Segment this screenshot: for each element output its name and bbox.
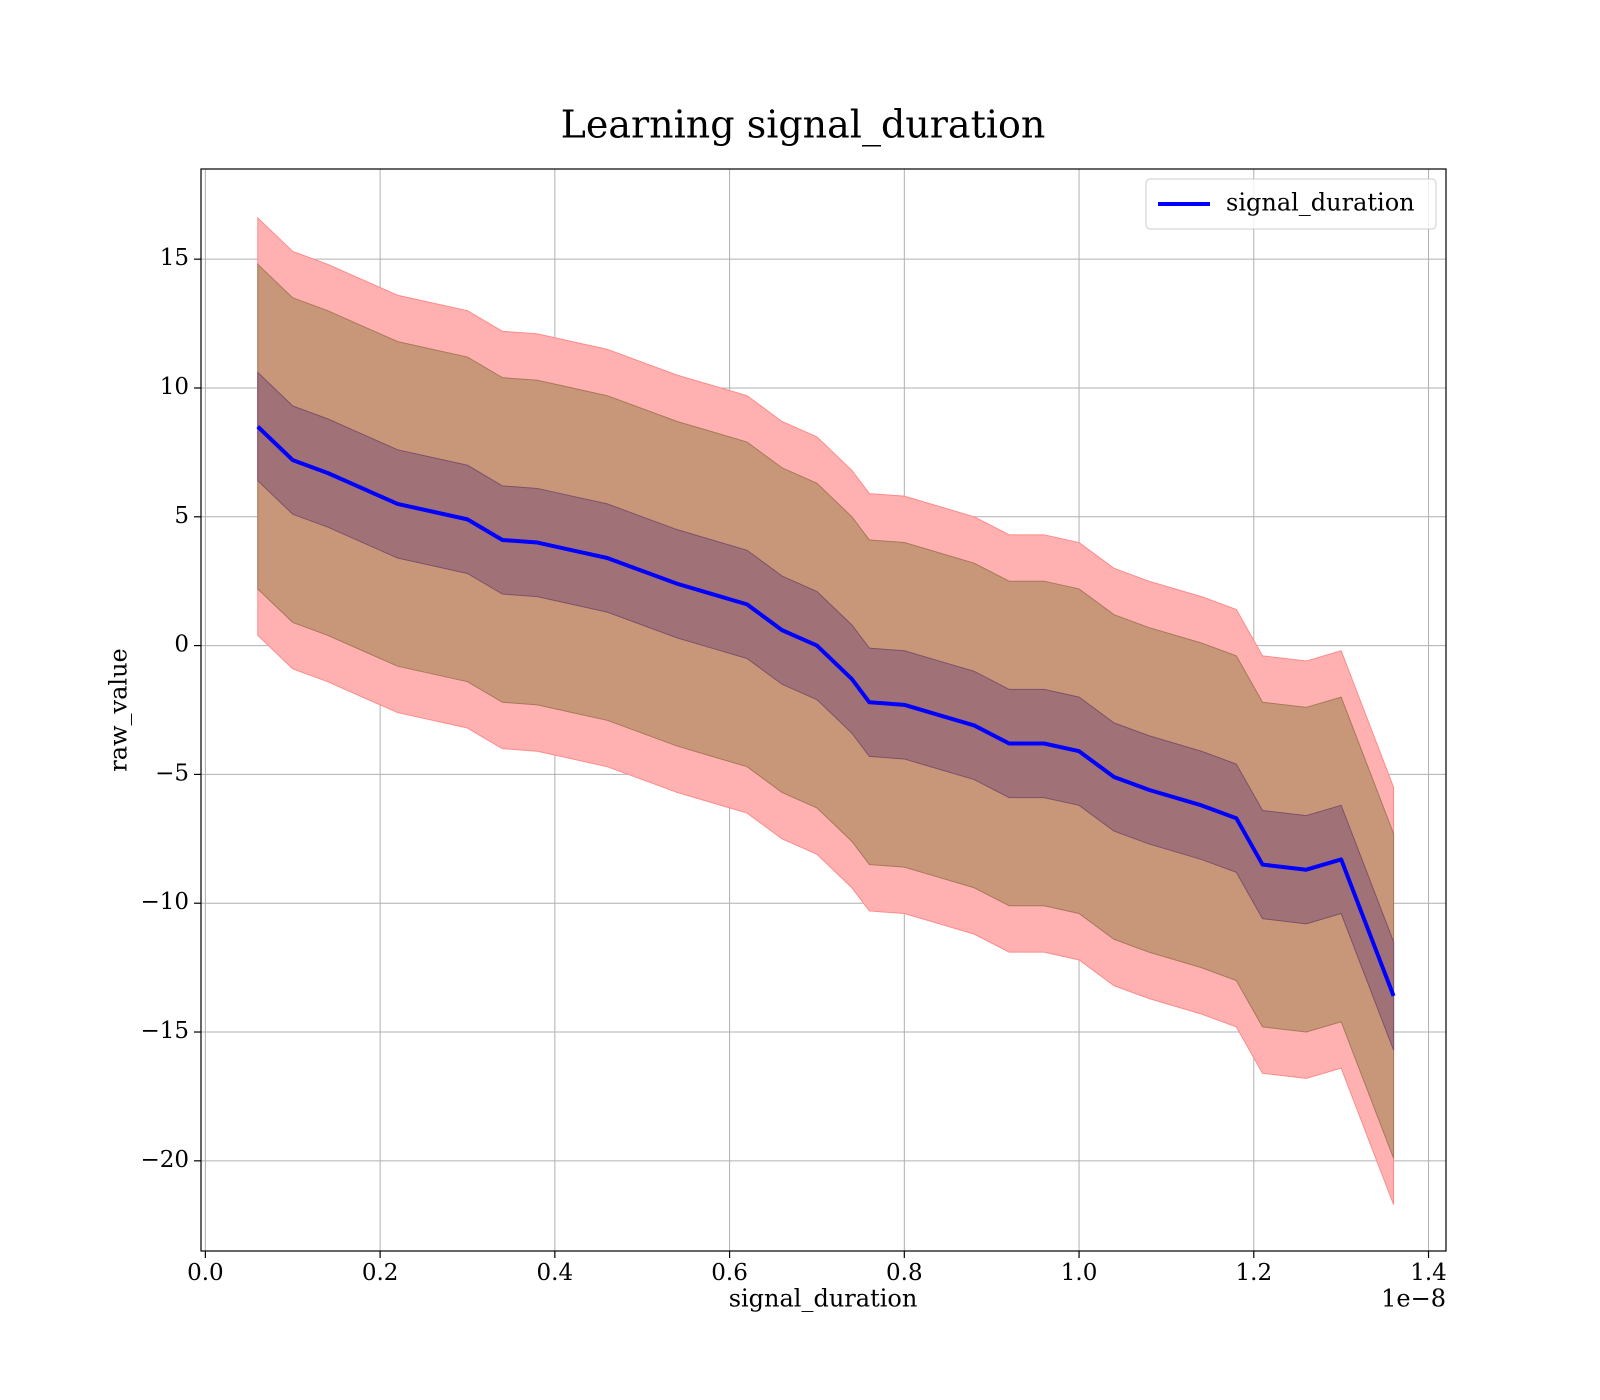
band: [257, 263, 1395, 1159]
x-axis-label: signal_duration: [729, 1285, 918, 1313]
chart-title: Learning signal_duration: [561, 103, 1046, 148]
x-tick-label: 0.4: [537, 1260, 574, 1286]
plot-frame: [200, 168, 1447, 1252]
x-tick-label: 1.0: [1061, 1260, 1098, 1286]
y-tick-label: 15: [160, 245, 189, 271]
y-tick-label: 0: [174, 632, 189, 658]
x-tick-label: 0.2: [362, 1260, 399, 1286]
legend-box: [1145, 178, 1437, 230]
y-tick-label: 10: [160, 374, 189, 400]
y-tick-label: −20: [140, 1147, 189, 1173]
x-tick-label: 0.8: [886, 1260, 923, 1286]
y-tick-label: −10: [140, 889, 189, 915]
legend-label: signal_duration: [1226, 189, 1415, 217]
x-tick-label: 0.6: [711, 1260, 748, 1286]
y-axis-label: raw_value: [105, 648, 133, 772]
y-tick-label: 5: [174, 503, 189, 529]
x-tick-label: 0.0: [187, 1260, 224, 1286]
y-tick-label: −15: [140, 1018, 189, 1044]
x-tick-label: 1.2: [1236, 1260, 1273, 1286]
x-offset-label: 1e−8: [1381, 1285, 1446, 1313]
x-tick-label: 1.4: [1410, 1260, 1447, 1286]
line: [256, 425, 1396, 997]
y-tick-label: −5: [155, 760, 189, 786]
